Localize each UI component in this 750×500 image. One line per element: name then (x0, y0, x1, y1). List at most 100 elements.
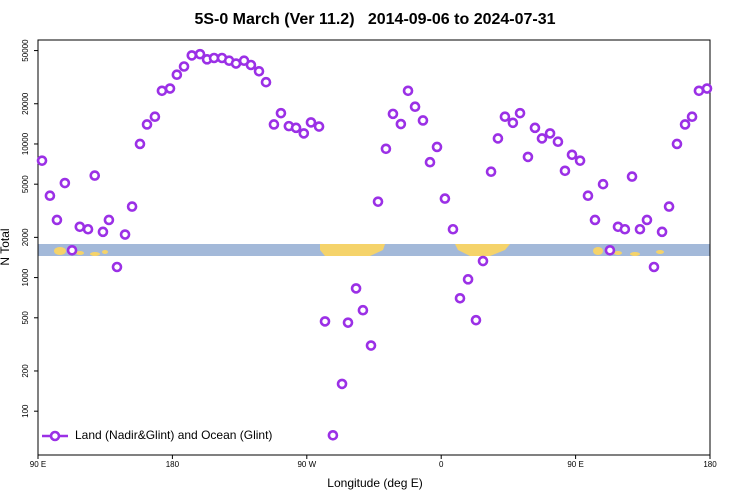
x-axis-label: Longitude (deg E) (327, 476, 422, 490)
data-point (402, 85, 414, 97)
data-point (679, 119, 691, 130)
data-point (552, 136, 564, 147)
y-tick-label: 2000 (21, 228, 30, 246)
data-point (514, 107, 526, 119)
data-point (111, 261, 123, 273)
data-point (626, 171, 638, 182)
data-point (194, 48, 206, 60)
data-point (51, 214, 63, 226)
data-point (409, 101, 421, 113)
data-point (492, 133, 504, 144)
y-tick-label: 20000 (21, 92, 30, 115)
data-point (66, 245, 78, 256)
data-point (119, 229, 131, 240)
data-point (74, 221, 86, 233)
y-tick-label: 10000 (21, 132, 30, 155)
data-point (260, 76, 272, 88)
data-point (529, 122, 541, 134)
legend-marker (49, 430, 61, 442)
data-point (357, 304, 369, 316)
x-tick-label: 90 E (567, 460, 583, 469)
y-tick-label: 100 (21, 404, 30, 418)
data-point (275, 107, 287, 119)
map-band (38, 244, 710, 256)
data-point (59, 177, 71, 189)
data-point (164, 83, 176, 94)
data-point (186, 50, 198, 61)
data-point (671, 138, 683, 150)
data-point (477, 255, 489, 267)
data-point (559, 165, 571, 177)
data-point (178, 61, 190, 72)
y-tick-label: 5000 (21, 175, 30, 193)
data-point (597, 178, 609, 190)
data-point (470, 314, 482, 326)
data-point (701, 83, 713, 94)
data-point (336, 378, 348, 390)
data-point (544, 128, 556, 139)
data-point (380, 143, 392, 155)
data-point (171, 69, 183, 80)
data-point (431, 141, 443, 153)
data-point (268, 119, 280, 130)
plot-frame (37, 39, 711, 456)
data-point (395, 118, 407, 130)
data-point (536, 133, 548, 144)
data-point (641, 214, 653, 226)
y-axis-label: N Total (0, 228, 12, 265)
data-point (126, 201, 138, 212)
data-point (36, 155, 48, 166)
data-point (134, 138, 146, 150)
data-point (417, 115, 429, 126)
data-point (327, 429, 339, 441)
x-tick-label: 180 (166, 460, 180, 469)
data-point (439, 193, 451, 204)
x-tick-label: 90 W (297, 460, 316, 469)
data-point (499, 111, 511, 122)
data-point (305, 117, 317, 128)
data-point (604, 245, 616, 256)
data-point (342, 317, 354, 328)
y-tick-label: 500 (21, 311, 30, 325)
data-point (462, 274, 474, 285)
data-point (589, 214, 601, 226)
data-point (507, 117, 519, 129)
data-point (686, 111, 698, 122)
data-point (663, 201, 675, 212)
x-tick-label: 0 (439, 460, 444, 469)
data-point (103, 214, 115, 226)
data-point (290, 122, 302, 134)
data-point (365, 340, 377, 351)
legend-label: Land (Nadir&Glint) and Ocean (Glint) (75, 428, 272, 442)
data-point (350, 283, 362, 294)
data-point (387, 108, 399, 120)
x-tick-label: 180 (703, 460, 717, 469)
data-point (522, 151, 534, 163)
data-point (648, 261, 660, 273)
data-point (582, 190, 594, 202)
data-point (313, 121, 325, 132)
data-point (485, 166, 497, 178)
data-point (245, 59, 257, 71)
data-point (447, 223, 459, 235)
data-point (82, 223, 94, 235)
data-point (89, 170, 101, 181)
y-tick-label: 1000 (21, 268, 30, 286)
data-point (97, 226, 109, 238)
chart-title: 5S-0 March (Ver 11.2) 2014-09-06 to 2024… (194, 11, 555, 28)
data-point (424, 156, 436, 168)
x-tick-label: 90 E (30, 460, 46, 469)
data-point (634, 223, 646, 235)
data-point (619, 223, 631, 235)
data-point (454, 292, 466, 304)
data-point (298, 128, 310, 139)
data-point (574, 155, 586, 166)
data-point (149, 111, 161, 122)
data-point (566, 149, 578, 161)
y-tick-label: 200 (21, 364, 30, 378)
data-point (372, 196, 384, 207)
data-point (319, 316, 331, 327)
data-point (656, 226, 668, 238)
data-point (253, 65, 265, 77)
